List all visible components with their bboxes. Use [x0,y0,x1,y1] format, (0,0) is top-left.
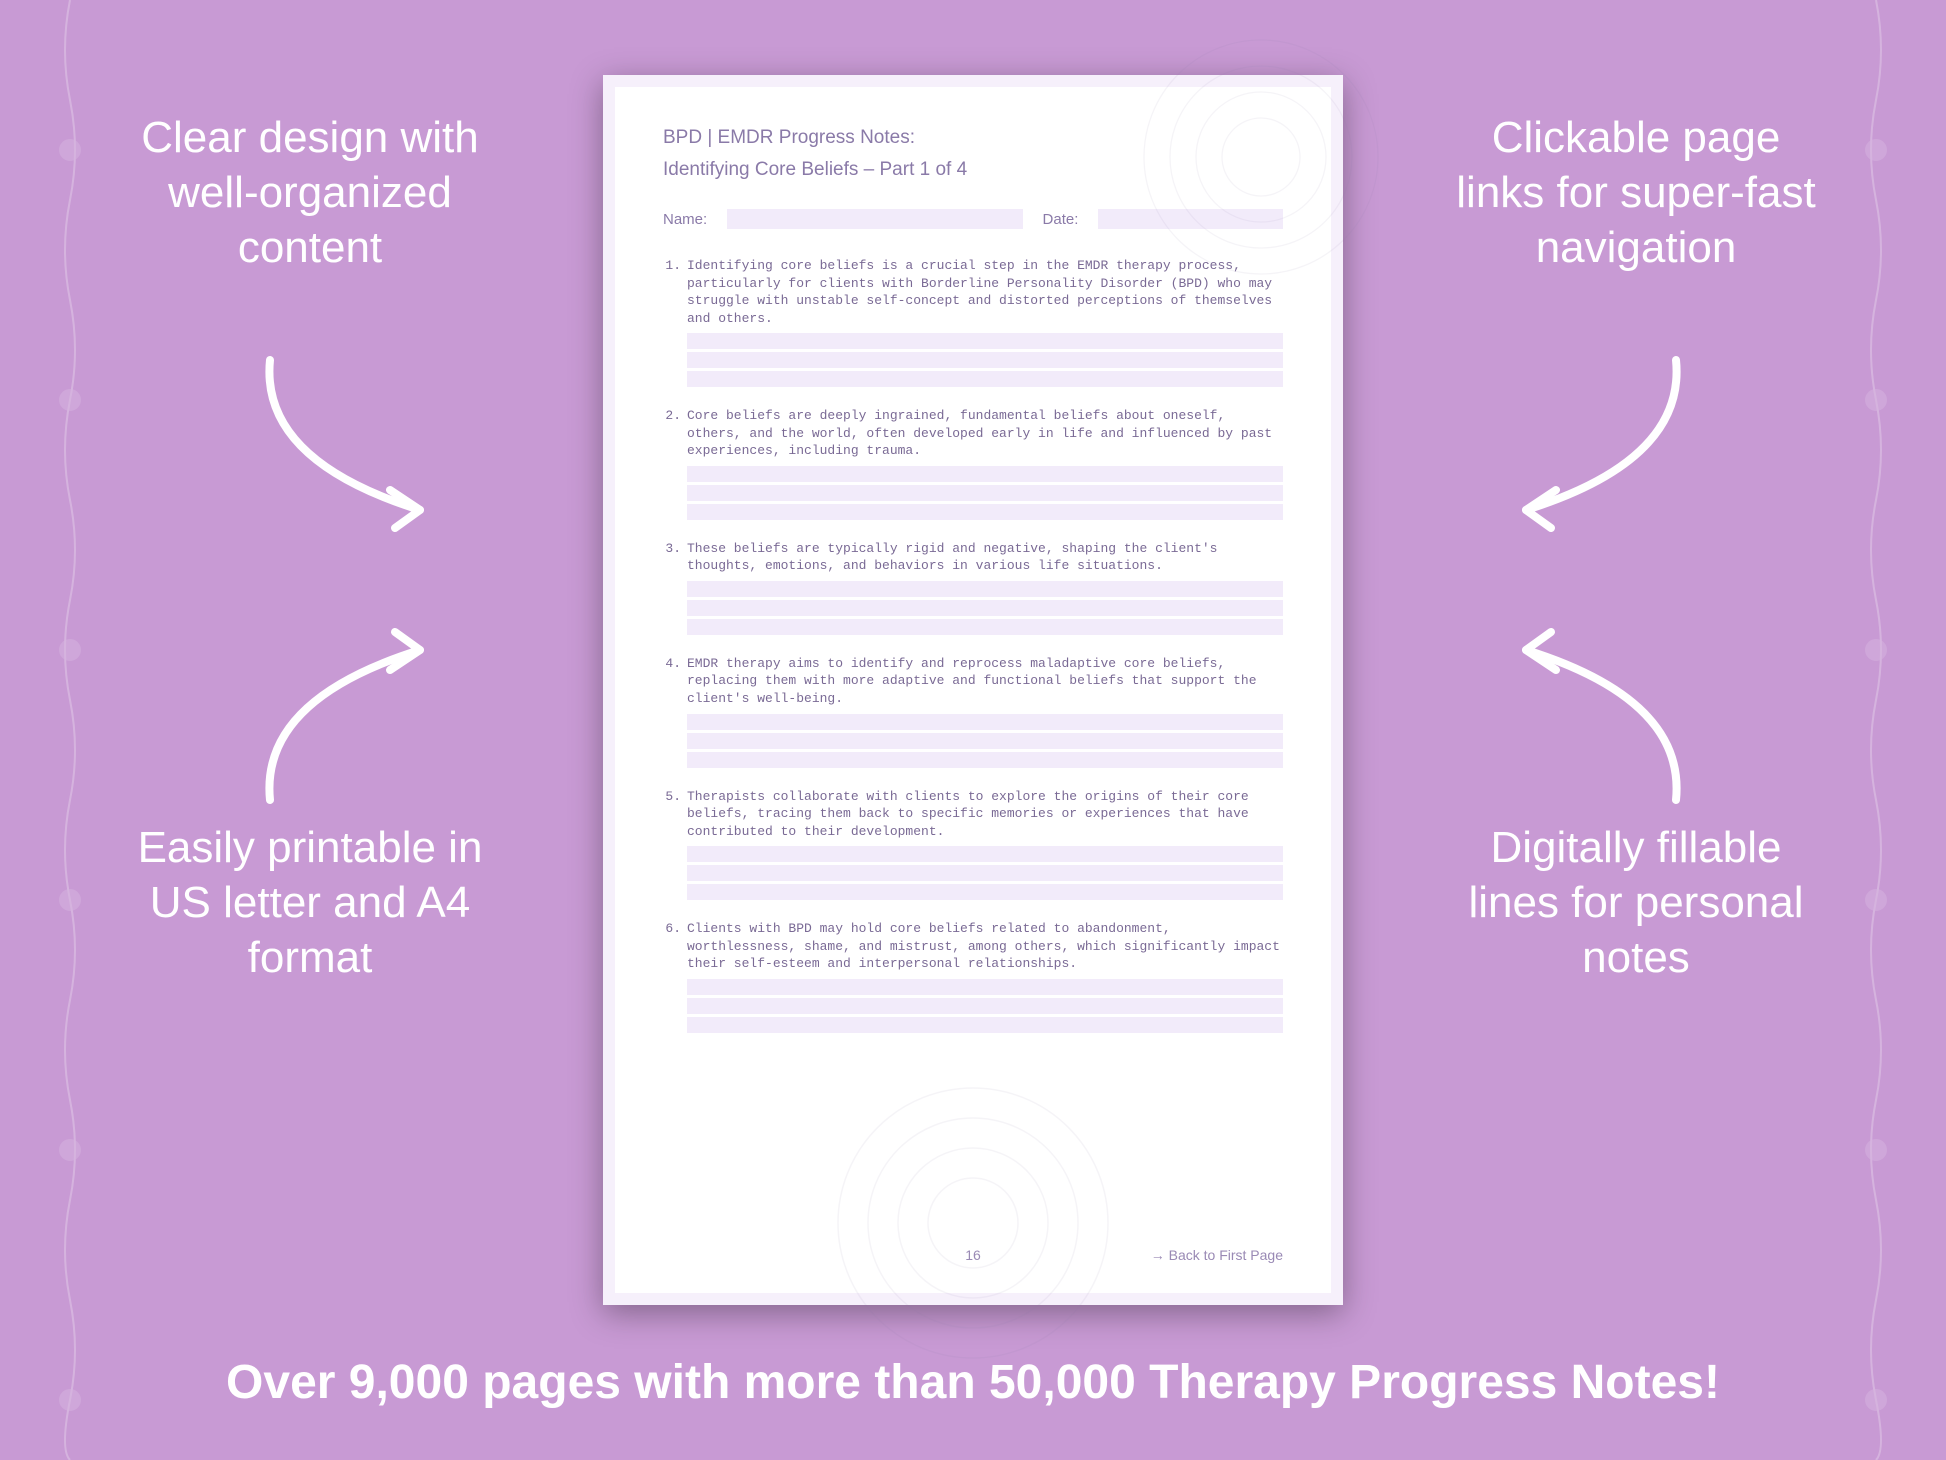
item-body: Core beliefs are deeply ingrained, funda… [687,407,1283,460]
name-field[interactable] [727,209,1022,229]
fill-line[interactable] [687,333,1283,349]
page-number: 16 [965,1247,981,1263]
fill-line[interactable] [687,846,1283,862]
item-number: 6. [663,920,681,973]
page-header: BPD | EMDR Progress Notes: [663,127,1283,149]
name-label: Name: [663,209,707,229]
page-footer: 16 → Back to First Page [663,1247,1283,1263]
arrow-bottom-left-icon [240,620,460,820]
item-number: 2. [663,407,681,460]
callout-top-left: Clear design with well-organized content [130,110,490,275]
fill-line[interactable] [687,733,1283,749]
fill-line[interactable] [687,371,1283,387]
callout-bottom-right: Digitally fillable lines for personal no… [1456,820,1816,985]
fill-line[interactable] [687,600,1283,616]
fill-line[interactable] [687,1017,1283,1033]
bottom-banner: Over 9,000 pages with more than 50,000 T… [0,1355,1946,1410]
note-item: 5.Therapists collaborate with clients to… [663,788,1283,901]
item-body: Clients with BPD may hold core beliefs r… [687,920,1283,973]
document-page: BPD | EMDR Progress Notes: Identifying C… [603,75,1343,1305]
fill-line[interactable] [687,865,1283,881]
fill-line[interactable] [687,998,1283,1014]
fill-line[interactable] [687,504,1283,520]
item-number: 5. [663,788,681,841]
item-body: These beliefs are typically rigid and ne… [687,540,1283,575]
note-item: 1.Identifying core beliefs is a crucial … [663,257,1283,387]
name-date-row: Name: Date: [663,209,1283,229]
back-to-first-link[interactable]: → Back to First Page [1151,1247,1283,1263]
floral-border-right [1826,0,1926,1460]
item-body: Identifying core beliefs is a crucial st… [687,257,1283,327]
callout-bottom-left: Easily printable in US letter and A4 for… [130,820,490,985]
arrow-top-right-icon [1486,340,1706,540]
mandala-decoration-icon [1131,27,1391,287]
fill-line[interactable] [687,752,1283,768]
item-number: 3. [663,540,681,575]
floral-border-left [20,0,120,1460]
date-label: Date: [1043,209,1079,229]
arrow-top-left-icon [240,340,460,540]
note-item: 3.These beliefs are typically rigid and … [663,540,1283,635]
note-item: 2.Core beliefs are deeply ingrained, fun… [663,407,1283,520]
callout-top-right: Clickable page links for super-fast navi… [1456,110,1816,275]
mandala-decoration-icon [823,1073,1123,1373]
date-field[interactable] [1098,209,1283,229]
item-number: 1. [663,257,681,327]
note-item: 4.EMDR therapy aims to identify and repr… [663,655,1283,768]
fill-line[interactable] [687,714,1283,730]
item-number: 4. [663,655,681,708]
fill-line[interactable] [687,884,1283,900]
fill-line[interactable] [687,619,1283,635]
fill-line[interactable] [687,581,1283,597]
fill-line[interactable] [687,352,1283,368]
fill-line[interactable] [687,979,1283,995]
fill-line[interactable] [687,485,1283,501]
item-body: EMDR therapy aims to identify and reproc… [687,655,1283,708]
page-subtitle: Identifying Core Beliefs – Part 1 of 4 [663,159,1283,181]
item-body: Therapists collaborate with clients to e… [687,788,1283,841]
note-item: 6.Clients with BPD may hold core beliefs… [663,920,1283,1033]
fill-line[interactable] [687,466,1283,482]
arrow-bottom-right-icon [1486,620,1706,820]
